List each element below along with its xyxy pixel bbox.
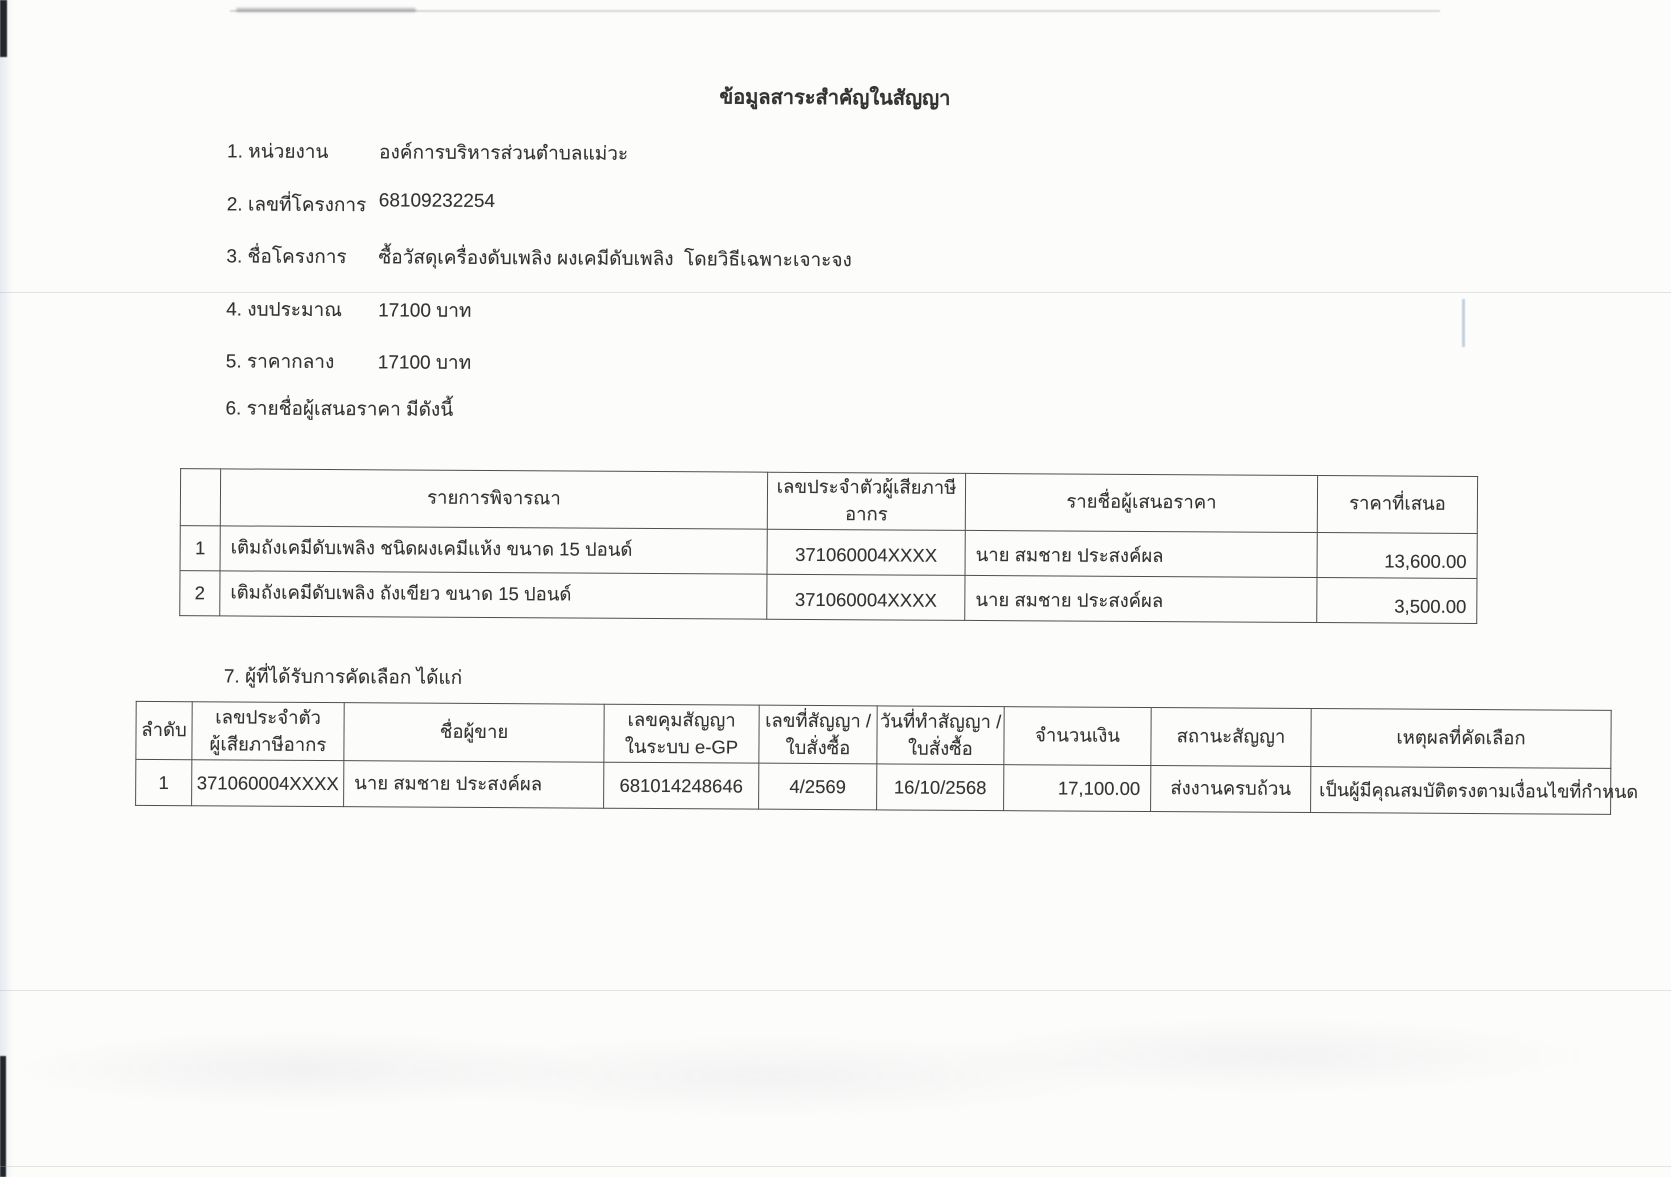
selected-row-egp: 681014248646 [603,762,759,810]
selected-row-taxid: 371060004XXXX [191,759,344,807]
page-edge-shadow [0,0,13,1177]
selected-row-contract-date: 16/10/2568 [876,763,1004,811]
bidders-header-price: ราคาที่เสนอ [1317,475,1478,534]
selected-header-egp: เลขคุมสัญญา ในระบบ e-GP [603,704,760,764]
bidders-header-blank [180,468,221,526]
section-7-heading: 7. ผู้ที่ได้รับการคัดเลือก ได้แก่ [223,666,463,689]
selected-header-seller: ชื่อผู้ขาย [343,702,605,763]
field-project-name: 3. ชื่อโครงการ ซื้อวัสดุเครื่องดับเพลิง … [226,241,851,272]
selected-vendor-table: ลำดับ เลขประจำตัว ผู้เสียภาษีอากร ชื่อผู… [135,700,1638,815]
scan-line-top [230,10,1440,12]
selected-row-seq: 1 [135,759,192,806]
selected-row-seller: นาย สมชาย ประสงค์ผล [343,760,604,809]
bidders-header-bidder: รายชื่อผู้เสนอราคา [965,473,1318,533]
selected-row-reason: เป็นผู้มีคุณสมบัติตรงตามเงื่อนไขที่กำหนด [1310,766,1638,815]
selected-row-amount: 17,100.00 [1003,764,1151,812]
bidders-header-item: รายการพิจารณา [220,468,768,529]
field-budget-label: 4. งบประมาณ [226,299,342,322]
bidder-row-name: นาย สมชาย ประสงค์ผล [964,575,1317,623]
field-project-number-label: 2. เลขที่โครงการ [226,194,367,217]
selected-header-amount: จำนวนเงิน [1003,706,1152,766]
selected-header-taxid: เลขประจำตัว ผู้เสียภาษีอากร [191,701,345,761]
bidder-row-price: 3,500.00 [1316,577,1477,624]
field-median-price-label: 5. ราคากลาง [225,351,335,374]
field-median-price-value: 17100 บาท [377,352,472,374]
selected-header-contract-no: เลขที่สัญญา / ใบสั่งซื้อ [758,705,878,764]
scan-line-lower [0,990,1671,991]
selected-row-status: ส่งงานครบถ้วน [1150,765,1311,813]
bleed-through-ghosting [20,995,1580,1130]
field-agency-value: องค์การบริหารส่วนตำบลแม่วะ [379,142,629,165]
bidders-header-taxid: เลขประจำตัวผู้เสียภาษีอากร [767,472,966,531]
bidder-row-name: นาย สมชาย ประสงค์ผล [965,530,1318,578]
bidders-table-row: 2 เติมถังเคมีดับเพลิง ถังเขียว ขนาด 15 ป… [179,570,1477,624]
scan-blue-mark [1462,299,1465,347]
section-6-heading: 6. รายชื่อผู้เสนอราคา มีดังนี้ [225,398,454,421]
bidders-table-header-row: รายการพิจารณา เลขประจำตัวผู้เสียภาษีอากร… [180,468,1478,534]
field-budget-value: 17100 บาท [378,300,472,322]
field-project-number-value: 68109232254 [378,190,496,213]
field-median-price: 5. ราคากลาง 17100 บาท [225,346,471,377]
scan-line-middle [0,292,1671,293]
field-agency-label: 1. หน่วยงาน [227,141,329,164]
bidders-table-row: 1 เติมถังเคมีดับเพลิง ชนิดผงเคมีแห้ง ขนา… [180,525,1478,579]
selected-header-seq: ลำดับ [135,701,193,760]
selected-table-header-row: ลำดับ เลขประจำตัว ผู้เสียภาษีอากร ชื่อผู… [135,701,1612,769]
selected-header-reason: เหตุผลที่คัดเลือก [1310,708,1612,769]
selected-table-row: 1 371060004XXXX นาย สมชาย ประสงค์ผล 6810… [135,759,1638,815]
selected-row-contract-no: 4/2569 [758,763,877,810]
field-project-name-label: 3. ชื่อโครงการ [226,246,347,269]
scan-edge-mark-bottom [0,1056,6,1177]
scan-edge-mark-top [0,0,7,57]
bidders-table: รายการพิจารณา เลขประจำตัวผู้เสียภาษีอากร… [179,468,1479,624]
bidder-row-number: 2 [179,570,221,616]
field-agency: 1. หน่วยงาน องค์การบริหารส่วนตำบลแม่วะ [227,136,628,167]
selected-header-status: สถานะสัญญา [1150,707,1312,767]
bidder-row-taxid: 371060004XXXX [766,573,966,621]
bidder-row-taxid: 371060004XXXX [767,528,966,576]
field-project-name-value: ซื้อวัสดุเครื่องดับเพลิง ผงเคมีดับเพลิง … [378,247,852,272]
bidder-row-item: เติมถังเคมีดับเพลิง ถังเขียว ขนาด 15 ปอน… [219,570,768,619]
scan-smudge [236,8,416,12]
bidder-row-item: เติมถังเคมีดับเพลิง ชนิดผงเคมีแห้ง ขนาด … [220,525,768,574]
page-title: ข้อมูลสาระสำคัญในสัญญา [719,86,951,110]
field-budget: 4. งบประมาณ 17100 บาท [226,294,471,325]
bidder-row-number: 1 [180,525,221,571]
scan-line-bottom [0,1166,1671,1167]
selected-header-contract-date: วันที่ทำสัญญา / ใบสั่งซื้อ [876,705,1005,765]
field-project-number: 2. เลขที่โครงการ 68109232254 [226,189,495,220]
bidder-row-price: 13,600.00 [1316,532,1478,579]
